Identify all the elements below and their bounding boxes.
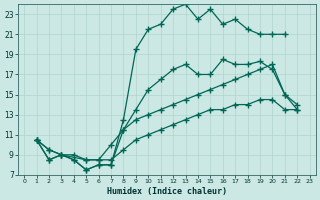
X-axis label: Humidex (Indice chaleur): Humidex (Indice chaleur) — [107, 187, 227, 196]
